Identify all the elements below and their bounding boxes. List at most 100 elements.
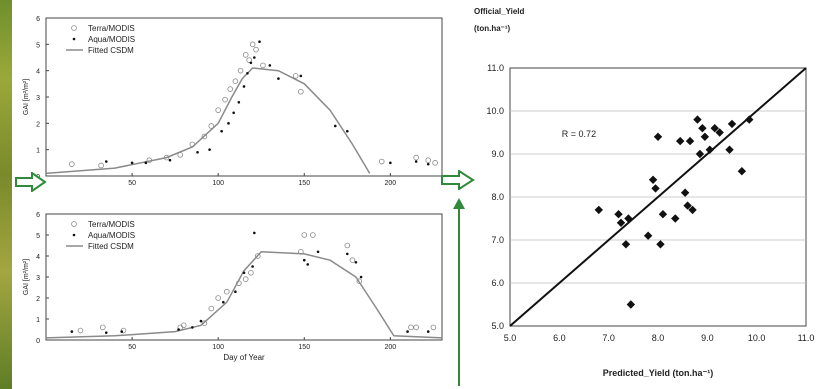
- x-tick-label: 50: [128, 180, 136, 187]
- fitted-csdm-line: [45, 251, 443, 339]
- x-tick-label: 200: [385, 180, 397, 187]
- y-tick-label: 1: [36, 148, 40, 155]
- terra-modis-point: [432, 160, 438, 166]
- aqua-modis-point: [299, 74, 303, 78]
- terra-modis-point: [344, 242, 351, 249]
- x-tick-label: 5.0: [504, 333, 517, 343]
- aqua-modis-point: [130, 161, 134, 165]
- yield-point: [616, 218, 626, 227]
- aqua-modis-point: [253, 231, 256, 235]
- arrow-icon-up: [453, 198, 465, 386]
- arrow-icon-left: [15, 172, 47, 192]
- terra-modis-point: [298, 248, 304, 255]
- aqua-modis-point: [389, 161, 392, 165]
- fit-line: [509, 67, 807, 327]
- aqua-modis-point: [104, 331, 108, 334]
- yield-point: [688, 205, 697, 215]
- y-tick-label: 8.0: [491, 192, 504, 202]
- y-tick-label: 3: [36, 275, 40, 282]
- x-tick-label: 6.0: [553, 333, 566, 343]
- aqua-modis-point: [359, 275, 363, 279]
- y-tick-label: 10.0: [486, 106, 504, 116]
- x-tick-label: 100: [212, 344, 224, 351]
- aqua-modis-point: [277, 77, 280, 80]
- aqua-modis-point: [414, 160, 418, 163]
- terra-modis-point: [232, 78, 239, 84]
- terra-modis-point: [189, 141, 196, 148]
- aqua-modis-point: [242, 271, 246, 275]
- y-tick-label: 5: [36, 42, 40, 49]
- aqua-modis-point: [208, 148, 211, 151]
- terra-modis-point: [237, 67, 244, 74]
- x-axis-label: Day of Year: [223, 353, 265, 362]
- x-tick-label: 200: [385, 344, 397, 351]
- y-tick-label: 6.0: [491, 278, 504, 288]
- terra-modis-point: [215, 107, 221, 113]
- yield-point: [745, 115, 754, 124]
- yield-scatter-chart: 5.0 6.0 7.0 8.0 9.0 10.0 11.0 5.0 6.0 7.0 8.0 9.0 10…: [474, 7, 815, 378]
- x-tick-label: 150: [298, 180, 310, 187]
- terra-modis-point: [249, 41, 256, 48]
- aqua-modis-point: [346, 252, 349, 256]
- x-tick-label: 11.0: [798, 333, 815, 343]
- legend-terra-marker: [71, 221, 77, 227]
- y-tick-label: 5.0: [491, 321, 504, 331]
- terra-modis-point: [253, 46, 259, 53]
- aqua-modis-point: [249, 61, 253, 65]
- yield-point: [621, 240, 631, 249]
- aqua-modis-point: [258, 40, 261, 43]
- terra-modis-point: [222, 96, 228, 103]
- aqua-modis-point: [191, 326, 194, 329]
- aqua-modis-point: [251, 265, 254, 268]
- yield-point: [698, 124, 707, 133]
- terra-modis-point: [408, 324, 414, 331]
- terra-modis-point: [356, 278, 363, 284]
- x-axis-label: Predicted_Yield (ton.ha⁻¹): [603, 368, 713, 378]
- yield-point: [643, 231, 653, 240]
- terra-modis-point: [425, 157, 432, 164]
- x-tick-label: 150: [298, 344, 310, 351]
- x-tick-label: 7.0: [602, 333, 615, 343]
- y-tick-label: 6: [36, 16, 40, 23]
- legend-terra-label: Terra/MODIS: [88, 24, 135, 33]
- aqua-modis-point: [306, 263, 310, 266]
- terra-modis-point: [246, 57, 252, 63]
- terra-modis-point: [260, 62, 266, 69]
- x-tick-label: 50: [128, 344, 136, 351]
- x-tick-label: 8.0: [652, 333, 665, 343]
- aqua-modis-point: [120, 330, 124, 333]
- legend-fitted-label: Fitted CSDM: [88, 242, 134, 251]
- y-tick-label: 3: [36, 95, 40, 102]
- y-tick-label: 6: [36, 212, 40, 219]
- y-tick-label: 1: [36, 317, 40, 324]
- aqua-modis-point: [333, 124, 337, 128]
- legend-terra-marker: [71, 25, 77, 31]
- aqua-modis-point: [104, 160, 108, 163]
- yield-point: [695, 149, 705, 159]
- terra-modis-point: [378, 158, 385, 165]
- fitted-csdm-line: [45, 67, 371, 175]
- y-tick-label: 5: [36, 233, 40, 240]
- yield-point: [651, 184, 660, 193]
- terra-modis-point: [146, 157, 153, 164]
- yield-point: [594, 205, 603, 215]
- legend-aqua-marker: [72, 233, 76, 237]
- terra-modis-point: [223, 288, 230, 295]
- terra-modis-point: [242, 276, 249, 282]
- terra-modis-point: [301, 232, 308, 238]
- yield-point: [658, 210, 668, 219]
- aqua-modis-point: [237, 100, 241, 104]
- terra-modis-point: [177, 152, 184, 158]
- terra-modis-point: [100, 324, 106, 331]
- aqua-modis-point: [346, 129, 349, 133]
- aqua-modis-point: [168, 158, 172, 162]
- terra-modis-point: [163, 154, 170, 161]
- y-tick-label: 2: [36, 296, 40, 303]
- terra-modis-point: [349, 257, 356, 263]
- terra-modis-point: [413, 154, 419, 161]
- aqua-modis-point: [406, 330, 409, 333]
- yield-point: [725, 145, 734, 154]
- terra-modis-point: [201, 133, 208, 140]
- aqua-modis-point: [234, 290, 237, 293]
- y-tick-label: 11.0: [487, 63, 504, 73]
